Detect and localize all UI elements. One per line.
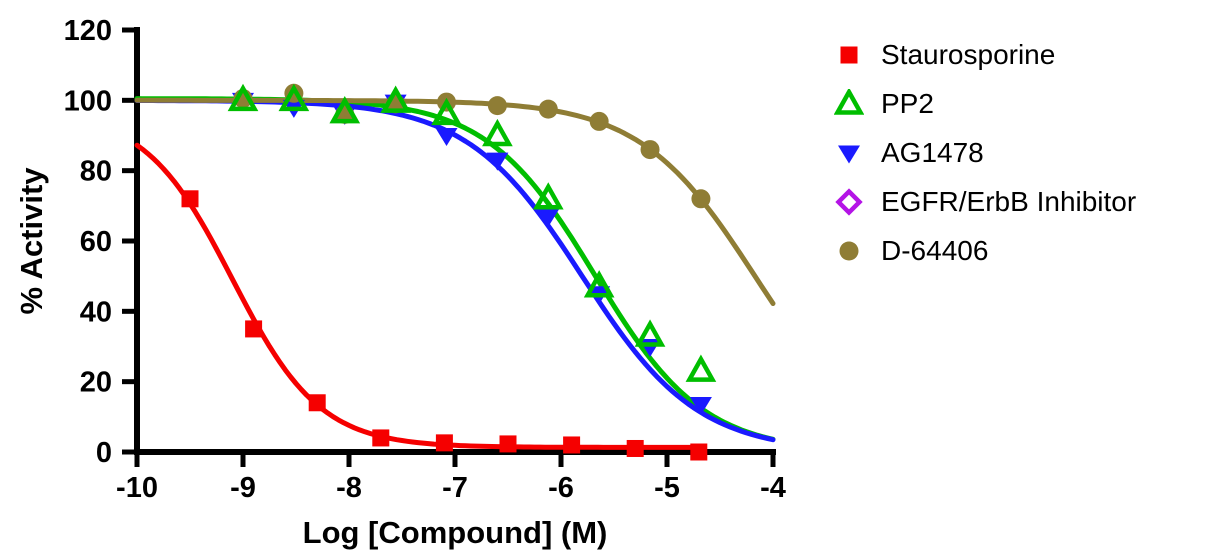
point-ag1478 bbox=[689, 397, 712, 416]
curve-staurosporine bbox=[134, 142, 702, 450]
y-tick-label: 20 bbox=[80, 367, 112, 399]
point-d-64406 bbox=[538, 99, 558, 119]
point-d-64406 bbox=[589, 111, 609, 131]
point-pp2 bbox=[227, 83, 259, 112]
y-axis-title: % Activity bbox=[14, 167, 49, 315]
point-staurosporine bbox=[499, 435, 517, 453]
y-tick-label: 0 bbox=[96, 437, 112, 469]
y-tick-label: 60 bbox=[80, 226, 112, 258]
legend-label: PP2 bbox=[881, 87, 934, 119]
y-tick-label: 80 bbox=[80, 156, 112, 188]
legend-glyph-d-64406 bbox=[839, 241, 859, 260]
point-pp2 bbox=[583, 270, 615, 298]
legend-item-d-64406: D-64406 bbox=[834, 226, 1136, 275]
legend-glyph-ag1478 bbox=[838, 145, 860, 163]
legend-glyph-staurosporine bbox=[840, 46, 858, 63]
legend-label: Staurosporine bbox=[881, 38, 1056, 70]
point-staurosporine bbox=[690, 443, 708, 461]
chart-legend: Staurosporine PP2 AG1478 EGFR/ErbB Inhib… bbox=[834, 30, 1136, 275]
legend-marker-triangle-down-icon bbox=[834, 138, 864, 168]
point-ag1478 bbox=[537, 208, 560, 227]
curve-pp2 bbox=[134, 96, 776, 442]
legend-glyph-pp2 bbox=[834, 88, 864, 115]
point-pp2 bbox=[278, 83, 310, 112]
point-pp2 bbox=[685, 354, 717, 382]
y-tick-label: 120 bbox=[64, 15, 112, 47]
point-d-64406 bbox=[640, 140, 660, 160]
legend-item-egfr-erbb-inhibitor: EGFR/ErbB Inhibitor bbox=[834, 177, 1136, 226]
triangle-up-open-icon bbox=[834, 88, 864, 115]
point-pp2 bbox=[634, 319, 666, 347]
y-tick-label: 100 bbox=[64, 85, 112, 117]
x-tick-label: -6 bbox=[548, 472, 574, 504]
point-pp2 bbox=[380, 85, 411, 113]
y-tick-label: 40 bbox=[80, 296, 112, 328]
point-d-64406 bbox=[691, 189, 711, 209]
legend-label: AG1478 bbox=[881, 136, 984, 168]
point-pp2 bbox=[431, 97, 462, 126]
point-staurosporine bbox=[563, 436, 581, 454]
x-tick-label: -4 bbox=[760, 472, 786, 504]
diamond-open-icon bbox=[835, 187, 863, 216]
x-axis-title: Log [Compound] (M) bbox=[303, 515, 608, 550]
point-d-64406 bbox=[487, 96, 507, 116]
point-ag1478 bbox=[435, 127, 458, 146]
point-staurosporine bbox=[245, 320, 263, 338]
x-tick-label: -9 bbox=[230, 472, 256, 504]
circle-filled-icon bbox=[839, 241, 859, 260]
x-tick-label: -5 bbox=[654, 472, 680, 504]
x-tick-label: -7 bbox=[442, 472, 468, 504]
point-pp2 bbox=[532, 182, 564, 210]
x-tick-label: -10 bbox=[116, 472, 158, 504]
point-pp2 bbox=[482, 118, 513, 147]
point-staurosporine bbox=[626, 439, 644, 457]
legend-item-staurosporine: Staurosporine bbox=[834, 30, 1136, 79]
point-staurosporine bbox=[372, 429, 390, 447]
point-staurosporine bbox=[181, 190, 199, 208]
legend-marker-circle-icon bbox=[834, 236, 864, 266]
point-ag1478 bbox=[486, 152, 509, 171]
legend-label: D-64406 bbox=[881, 234, 989, 266]
legend-glyph-egfr-erbb-inhibitor bbox=[835, 187, 863, 216]
legend-item-ag1478: AG1478 bbox=[834, 128, 1136, 177]
triangle-down-filled-icon bbox=[838, 145, 860, 163]
point-pp2 bbox=[329, 96, 361, 124]
legend-item-pp2: PP2 bbox=[834, 79, 1136, 128]
legend-label: EGFR/ErbB Inhibitor bbox=[881, 185, 1137, 217]
point-staurosporine bbox=[435, 434, 453, 452]
x-tick-label: -8 bbox=[336, 472, 362, 504]
legend-marker-square-icon bbox=[834, 40, 864, 70]
square-filled-icon bbox=[840, 46, 858, 63]
legend-marker-diamond-icon bbox=[834, 187, 864, 217]
legend-marker-triangle-up-icon bbox=[834, 88, 864, 119]
point-staurosporine bbox=[308, 394, 326, 412]
